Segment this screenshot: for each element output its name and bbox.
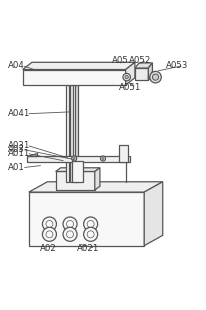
Polygon shape bbox=[148, 63, 152, 80]
Circle shape bbox=[123, 73, 130, 81]
Text: A021: A021 bbox=[77, 244, 100, 253]
Bar bbox=[75, 85, 78, 182]
Bar bbox=[66, 85, 69, 182]
Polygon shape bbox=[56, 168, 100, 171]
Text: A01: A01 bbox=[8, 163, 25, 172]
Text: A05: A05 bbox=[112, 56, 129, 65]
Bar bbox=[56, 171, 95, 190]
Circle shape bbox=[63, 227, 77, 241]
Polygon shape bbox=[126, 62, 135, 85]
Circle shape bbox=[125, 75, 128, 79]
Bar bbox=[70, 85, 73, 182]
Bar bbox=[23, 69, 126, 85]
Circle shape bbox=[72, 156, 77, 161]
Circle shape bbox=[42, 217, 56, 231]
Text: A053: A053 bbox=[166, 61, 188, 70]
Bar bbox=[27, 156, 130, 162]
Text: A031: A031 bbox=[8, 141, 31, 150]
Polygon shape bbox=[23, 62, 135, 69]
Polygon shape bbox=[29, 182, 163, 192]
Bar bbox=[119, 145, 128, 162]
Circle shape bbox=[63, 217, 77, 231]
Bar bbox=[72, 161, 83, 182]
Circle shape bbox=[73, 157, 75, 159]
Bar bbox=[29, 192, 144, 246]
Circle shape bbox=[150, 71, 161, 83]
Text: A041: A041 bbox=[8, 109, 31, 118]
Text: A03: A03 bbox=[8, 145, 25, 154]
Circle shape bbox=[101, 156, 105, 161]
Circle shape bbox=[152, 74, 159, 80]
Circle shape bbox=[84, 217, 98, 231]
Text: A04: A04 bbox=[8, 61, 25, 70]
Circle shape bbox=[84, 227, 98, 241]
Text: A052: A052 bbox=[129, 56, 151, 65]
Text: A02: A02 bbox=[40, 244, 57, 253]
Text: A011: A011 bbox=[8, 149, 31, 158]
Polygon shape bbox=[135, 63, 152, 68]
Polygon shape bbox=[95, 168, 100, 190]
Text: A051: A051 bbox=[118, 82, 141, 91]
Bar bbox=[135, 68, 148, 80]
Circle shape bbox=[42, 227, 56, 241]
Polygon shape bbox=[144, 182, 163, 246]
Circle shape bbox=[102, 157, 104, 159]
Polygon shape bbox=[27, 153, 37, 156]
